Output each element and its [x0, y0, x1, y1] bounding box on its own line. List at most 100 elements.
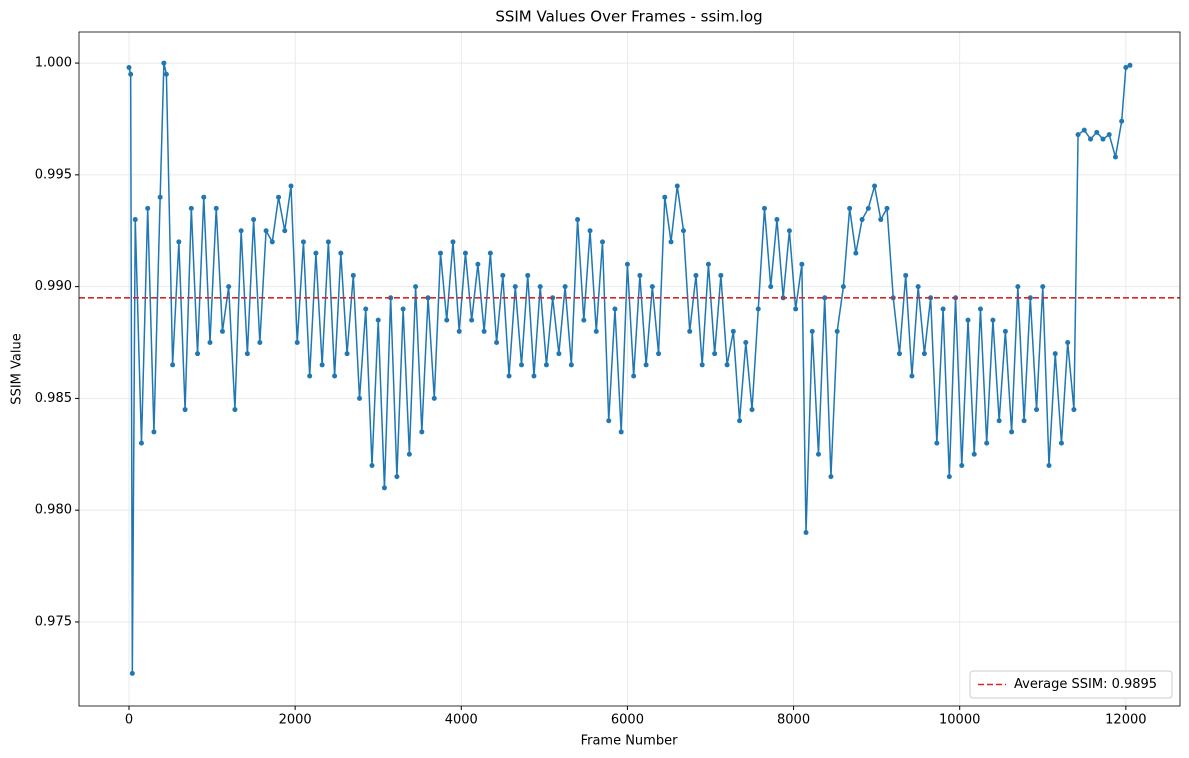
point — [469, 317, 475, 323]
x-tick-label: 0 — [125, 713, 133, 728]
point — [1123, 65, 1129, 71]
y-axis-label: SSIM Value — [10, 333, 25, 404]
point — [543, 362, 549, 368]
y-tick-label: 0.995 — [35, 167, 72, 182]
point — [575, 217, 581, 223]
point — [674, 183, 680, 189]
point — [456, 328, 462, 334]
point — [662, 194, 668, 200]
point — [238, 228, 244, 234]
point — [251, 217, 257, 223]
point — [1088, 136, 1094, 142]
point — [631, 373, 637, 379]
point — [865, 205, 871, 211]
point — [799, 261, 805, 267]
point — [965, 317, 971, 323]
point — [643, 362, 649, 368]
point — [593, 328, 599, 334]
point — [419, 429, 425, 435]
x-tick-label: 10000 — [939, 713, 980, 728]
x-tick-label: 4000 — [445, 713, 478, 728]
point — [157, 194, 163, 200]
point — [332, 373, 338, 379]
point — [562, 284, 568, 290]
point — [606, 418, 612, 424]
point — [325, 239, 331, 245]
point — [176, 239, 182, 245]
point — [909, 373, 915, 379]
y-tick-label: 0.975 — [35, 614, 72, 629]
point — [618, 429, 624, 435]
point — [853, 250, 859, 256]
point — [182, 407, 188, 413]
point — [431, 395, 437, 401]
point — [357, 395, 363, 401]
point — [500, 272, 506, 278]
point — [768, 284, 774, 290]
point — [1040, 284, 1046, 290]
point — [834, 328, 840, 334]
point — [990, 317, 996, 323]
point — [903, 272, 909, 278]
point — [1002, 328, 1008, 334]
point — [263, 228, 269, 234]
point — [809, 328, 815, 334]
point — [1046, 462, 1052, 468]
point — [786, 228, 792, 234]
point — [822, 295, 828, 301]
point — [1027, 295, 1033, 301]
point — [1075, 132, 1081, 138]
point — [1065, 340, 1071, 346]
point — [793, 306, 799, 312]
point — [294, 340, 300, 346]
point — [369, 462, 375, 468]
point — [151, 429, 157, 435]
point — [462, 250, 468, 256]
point — [705, 261, 711, 267]
point — [363, 306, 369, 312]
point — [350, 272, 356, 278]
x-axis-label: Frame Number — [581, 734, 679, 749]
point — [803, 530, 809, 536]
point — [872, 183, 878, 189]
point — [1100, 136, 1106, 142]
point — [568, 362, 574, 368]
point — [940, 306, 946, 312]
point — [195, 351, 201, 357]
point — [749, 407, 755, 413]
point — [207, 340, 213, 346]
x-tick-label: 12000 — [1105, 713, 1146, 728]
chart-title: SSIM Values Over Frames - ssim.log — [495, 8, 762, 26]
point — [338, 250, 344, 256]
point — [581, 317, 587, 323]
legend-box — [969, 670, 1173, 699]
point — [680, 228, 686, 234]
plot-frame — [78, 31, 1181, 707]
point — [859, 217, 865, 223]
point — [257, 340, 263, 346]
point — [1071, 407, 1077, 413]
point — [971, 451, 977, 457]
point — [128, 71, 134, 77]
point — [896, 351, 902, 357]
point — [506, 373, 512, 379]
point — [761, 205, 767, 211]
point — [587, 228, 593, 234]
point — [406, 451, 412, 457]
point — [1021, 418, 1027, 424]
point — [730, 328, 736, 334]
point — [163, 71, 169, 77]
point — [1127, 62, 1133, 68]
point — [494, 340, 500, 346]
point — [1015, 284, 1021, 290]
point — [656, 351, 662, 357]
point — [737, 418, 743, 424]
point — [699, 362, 705, 368]
point — [244, 351, 250, 357]
point — [1009, 429, 1015, 435]
point — [188, 205, 194, 211]
point — [600, 239, 606, 245]
point — [556, 351, 562, 357]
